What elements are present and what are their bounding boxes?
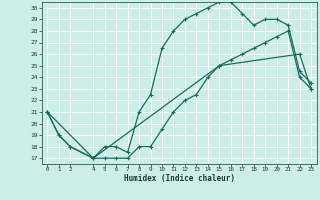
X-axis label: Humidex (Indice chaleur): Humidex (Indice chaleur) [124,174,235,183]
